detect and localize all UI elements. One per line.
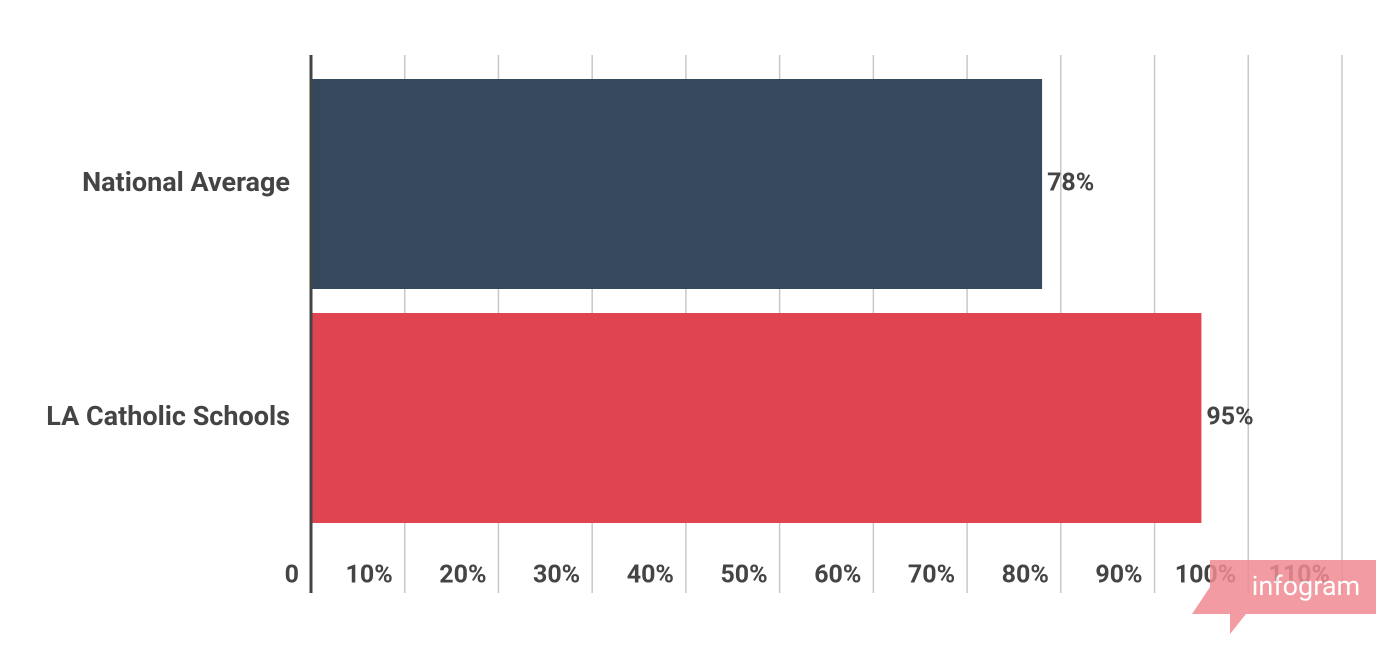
bars xyxy=(311,79,1202,523)
x-tick-label: 50% xyxy=(720,561,767,590)
x-tick-label: 60% xyxy=(814,561,861,590)
x-tick-label: 30% xyxy=(533,561,580,590)
x-tick-label: 70% xyxy=(908,561,955,590)
value-label: 95% xyxy=(1206,403,1253,432)
watermark-badge: infogram xyxy=(1192,560,1376,634)
x-tick-label: 10% xyxy=(346,561,393,590)
x-tick-label: 90% xyxy=(1095,561,1142,590)
bar xyxy=(311,313,1202,523)
y-tick-label: National Average xyxy=(82,166,290,198)
y-tick-label: LA Catholic Schools xyxy=(46,400,290,432)
bar xyxy=(311,79,1043,289)
x-tick-label: 80% xyxy=(1002,561,1049,590)
x-tick-label: 20% xyxy=(439,561,486,590)
watermark-text: infogram xyxy=(1252,570,1360,602)
x-tick-label: 40% xyxy=(627,561,674,590)
x-tick-label: 0 xyxy=(285,561,299,590)
value-label: 78% xyxy=(1047,169,1094,198)
watermark-ribbon xyxy=(1192,560,1376,634)
